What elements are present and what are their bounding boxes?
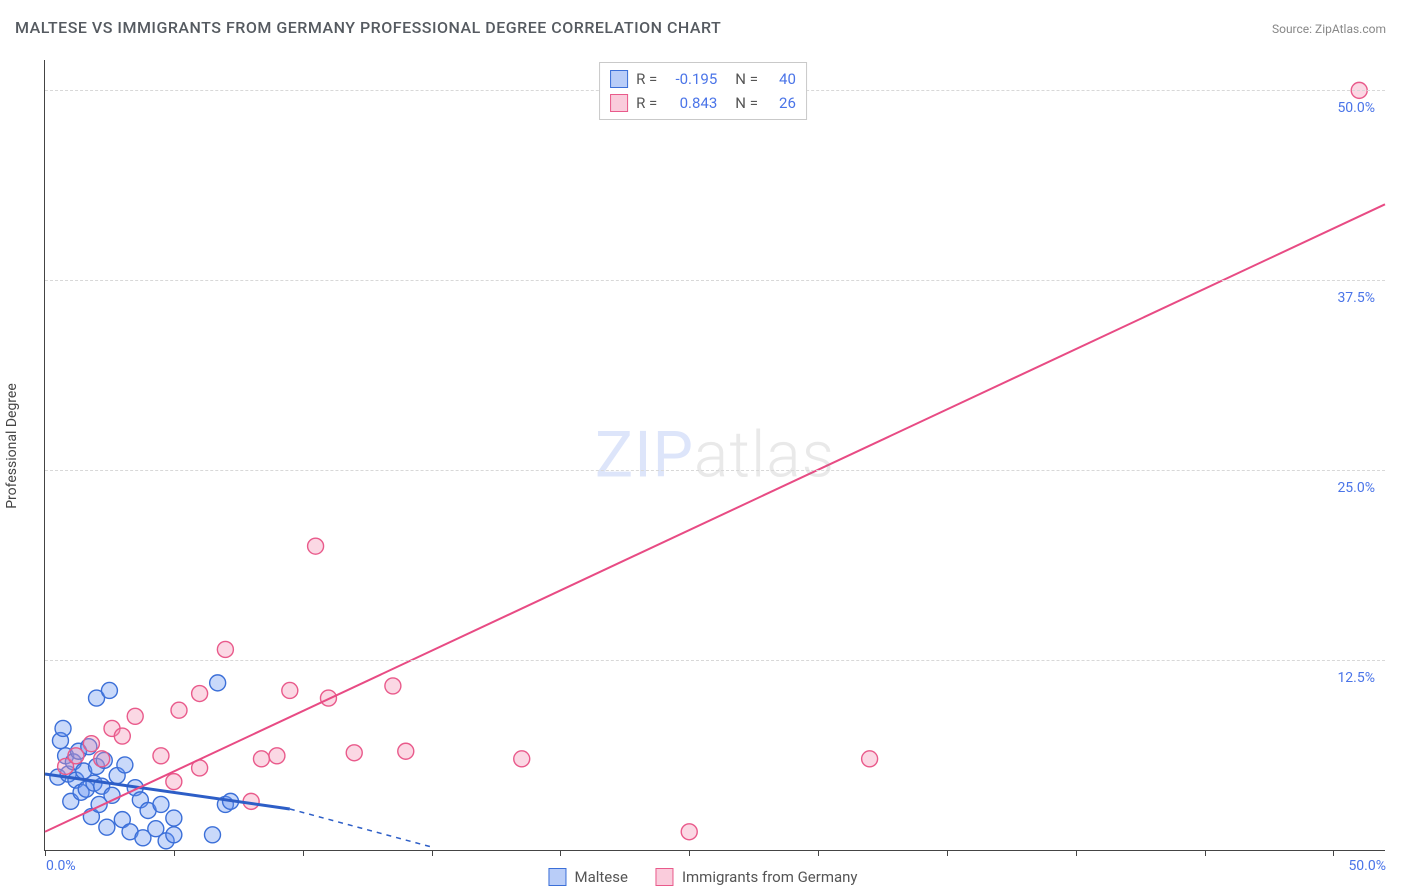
gridline [45,660,1385,661]
ytick-label: 12.5% [1337,670,1375,686]
point-maltese[interactable] [101,682,117,698]
point-germany[interactable] [862,751,878,767]
point-germany[interactable] [153,748,169,764]
chart-title: MALTESE VS IMMIGRANTS FROM GERMANY PROFE… [15,18,721,37]
xmax-label: 50.0% [1348,858,1386,874]
point-maltese[interactable] [205,827,221,843]
stats-box: R = -0.195 N = 40 R = 0.843 N = 26 [599,62,807,120]
xtick [818,850,819,856]
point-germany[interactable] [514,751,530,767]
swatch-icon [548,868,566,886]
ytick-label: 37.5% [1337,290,1375,306]
xtick [45,850,46,856]
point-germany[interactable] [253,751,269,767]
point-maltese[interactable] [210,675,226,691]
plot-area: ZIPatlas 12.5%25.0%37.5%50.0% [44,60,1385,851]
point-germany[interactable] [346,745,362,761]
y-axis-label: Professional Degree [4,383,20,509]
xtick [432,850,433,856]
point-maltese[interactable] [55,720,71,736]
point-maltese[interactable] [166,827,182,843]
point-maltese[interactable] [99,819,115,835]
stats-r-value: 0.843 [665,91,717,115]
ytick-label: 25.0% [1337,480,1375,496]
point-germany[interactable] [681,824,697,840]
xtick [560,850,561,856]
point-germany[interactable] [166,774,182,790]
xtick [303,850,304,856]
gridline [45,470,1385,471]
point-maltese[interactable] [153,796,169,812]
legend: Maltese Immigrants from Germany [548,868,857,886]
xtick [689,850,690,856]
point-germany[interactable] [282,682,298,698]
source-label: Source: ZipAtlas.com [1272,22,1386,36]
point-germany[interactable] [171,702,187,718]
chart-container: MALTESE VS IMMIGRANTS FROM GERMANY PROFE… [0,0,1406,892]
point-maltese[interactable] [117,757,133,773]
swatch-icon [610,70,628,88]
trendline-maltese-dashed [290,809,432,847]
point-germany[interactable] [83,736,99,752]
point-germany[interactable] [398,743,414,759]
point-maltese[interactable] [166,810,182,826]
stats-r-value: -0.195 [665,67,717,91]
point-germany[interactable] [308,538,324,554]
swatch-icon [656,868,674,886]
point-germany[interactable] [114,728,130,744]
point-germany[interactable] [68,748,84,764]
gridline [45,280,1385,281]
point-germany[interactable] [269,748,285,764]
legend-item: Maltese [548,868,627,886]
legend-label: Maltese [574,868,627,886]
legend-item: Immigrants from Germany [656,868,858,886]
xtick [1205,850,1206,856]
stats-n-label: N = [735,91,758,115]
ytick-label: 50.0% [1337,100,1375,116]
xtick [1076,850,1077,856]
point-germany[interactable] [94,751,110,767]
xtick [174,850,175,856]
swatch-icon [610,94,628,112]
legend-label: Immigrants from Germany [682,868,858,886]
xtick [1333,850,1334,856]
xtick [947,850,948,856]
stats-r-label: R = [636,67,657,91]
point-germany[interactable] [385,678,401,694]
point-germany[interactable] [127,708,143,724]
stats-row: R = 0.843 N = 26 [610,91,796,115]
stats-n-value: 26 [766,91,796,115]
chart-svg [45,60,1385,850]
stats-r-label: R = [636,91,657,115]
point-germany[interactable] [217,641,233,657]
stats-row: R = -0.195 N = 40 [610,67,796,91]
origin-label: 0.0% [46,858,76,874]
trendline-germany [45,204,1385,831]
point-germany[interactable] [192,686,208,702]
stats-n-label: N = [735,67,758,91]
stats-n-value: 40 [766,67,796,91]
